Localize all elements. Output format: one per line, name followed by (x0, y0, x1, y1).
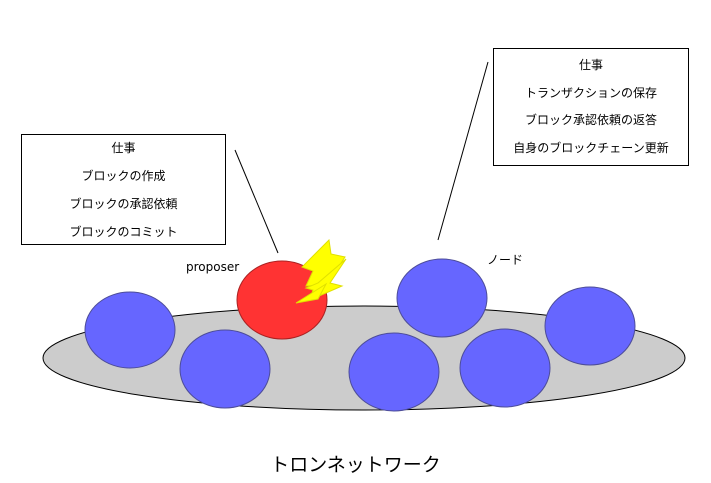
lightning-arrowhead-icon (295, 282, 328, 304)
node-label: ノード (487, 253, 524, 267)
node (179, 329, 271, 409)
proposer-tasks-heading: 仕事 (111, 141, 136, 155)
node (396, 258, 488, 338)
node-tasks-box: 仕事 トランザクションの保存 ブロック承認依頼の返答 自身のブロックチェーン更新 (493, 48, 689, 166)
node-task-item: ブロック承認依頼の返答 (524, 113, 657, 127)
node-task-item: 自身のブロックチェーン更新 (513, 140, 669, 155)
proposer-task-item: ブロックの作成 (81, 169, 166, 183)
proposer-task-item: ブロックの承認依頼 (69, 197, 178, 211)
proposer-label: proposer (186, 260, 240, 274)
node (348, 332, 440, 412)
node (544, 286, 636, 366)
callout-line-left (234, 149, 279, 254)
proposer-tasks-box: 仕事 ブロックの作成 ブロックの承認依頼 ブロックのコミット (21, 134, 226, 245)
node-task-item: トランザクションの保存 (524, 85, 657, 100)
node-tasks-heading: 仕事 (578, 58, 603, 72)
node (459, 328, 551, 408)
proposer-task-item: ブロックのコミット (69, 225, 178, 239)
network-label: トロンネットワーク (270, 454, 441, 476)
callout-line-right (437, 61, 489, 241)
proposer-node (236, 260, 328, 340)
node (84, 291, 176, 369)
